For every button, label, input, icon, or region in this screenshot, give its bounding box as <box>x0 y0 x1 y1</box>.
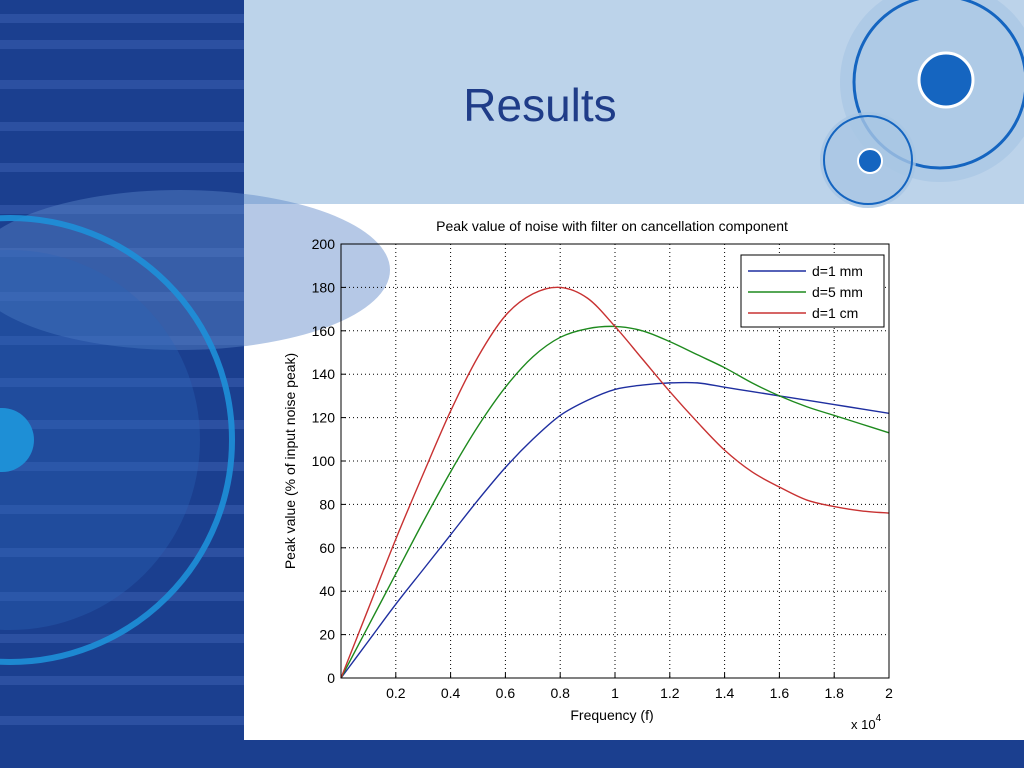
x-tick-label: 0.2 <box>386 685 406 701</box>
legend-label: d=1 cm <box>812 305 858 321</box>
x-tick-label: 1 <box>611 685 619 701</box>
ticks <box>341 243 890 679</box>
y-tick-label: 140 <box>312 366 336 382</box>
x-tick-label: 1.8 <box>824 685 844 701</box>
y-tick-label: 60 <box>319 540 335 556</box>
footer-bar <box>0 740 1024 768</box>
y-tick-label: 180 <box>312 279 336 295</box>
y-tick-label: 40 <box>319 583 335 599</box>
x-tick-label: 0.8 <box>550 685 570 701</box>
x-tick-labels: 0.2 0.4 0.6 0.8 1 1.2 1.4 1.6 1.8 2 <box>386 685 893 701</box>
x-tick-label: 0.4 <box>441 685 461 701</box>
y-tick-label: 160 <box>312 323 336 339</box>
legend-box <box>740 254 885 328</box>
sidebar-stripes <box>0 14 244 725</box>
y-tick-label: 20 <box>319 627 335 643</box>
y-tick-label: 0 <box>327 670 335 686</box>
x-axis-label: Frequency (f) <box>570 707 653 723</box>
x-multiplier-exponent: 4 <box>876 713 882 724</box>
legend-label: d=5 mm <box>812 284 863 300</box>
legend-label: d=1 mm <box>812 263 863 279</box>
series-line-2 <box>340 325 890 679</box>
sidebar-large-circle <box>0 250 200 630</box>
series-line-1 <box>340 381 890 679</box>
slide-title: Results <box>463 79 617 131</box>
series-line-3 <box>340 286 890 679</box>
x-tick-label: 1.6 <box>770 685 790 701</box>
legend: d=1 mm d=5 mm d=1 cm <box>740 254 885 328</box>
y-tick-label: 120 <box>312 410 336 426</box>
chart-title: Peak value of noise with filter on cance… <box>436 218 788 234</box>
y-tick-labels: 0 20 40 60 80 100 120 140 160 180 200 <box>312 236 336 686</box>
sidebar-swoosh <box>0 190 390 350</box>
sidebar-arc <box>0 215 235 665</box>
sidebar-dot <box>0 408 34 472</box>
x-multiplier-base: x 10 <box>851 717 876 732</box>
x-multiplier: x 104 <box>851 713 882 732</box>
x-tick-label: 2 <box>885 685 893 701</box>
y-tick-label: 200 <box>312 236 336 252</box>
y-tick-label: 100 <box>312 453 336 469</box>
decorative-circles <box>820 0 1024 208</box>
y-axis-label: Peak value (% of input noise peak) <box>282 353 298 569</box>
series-lines <box>340 286 890 679</box>
y-tick-label: 80 <box>319 496 335 512</box>
x-tick-label: 1.4 <box>715 685 735 701</box>
line-chart: Peak value of noise with filter on cance… <box>282 218 893 732</box>
x-tick-label: 0.6 <box>496 685 516 701</box>
x-tick-label: 1.2 <box>660 685 680 701</box>
